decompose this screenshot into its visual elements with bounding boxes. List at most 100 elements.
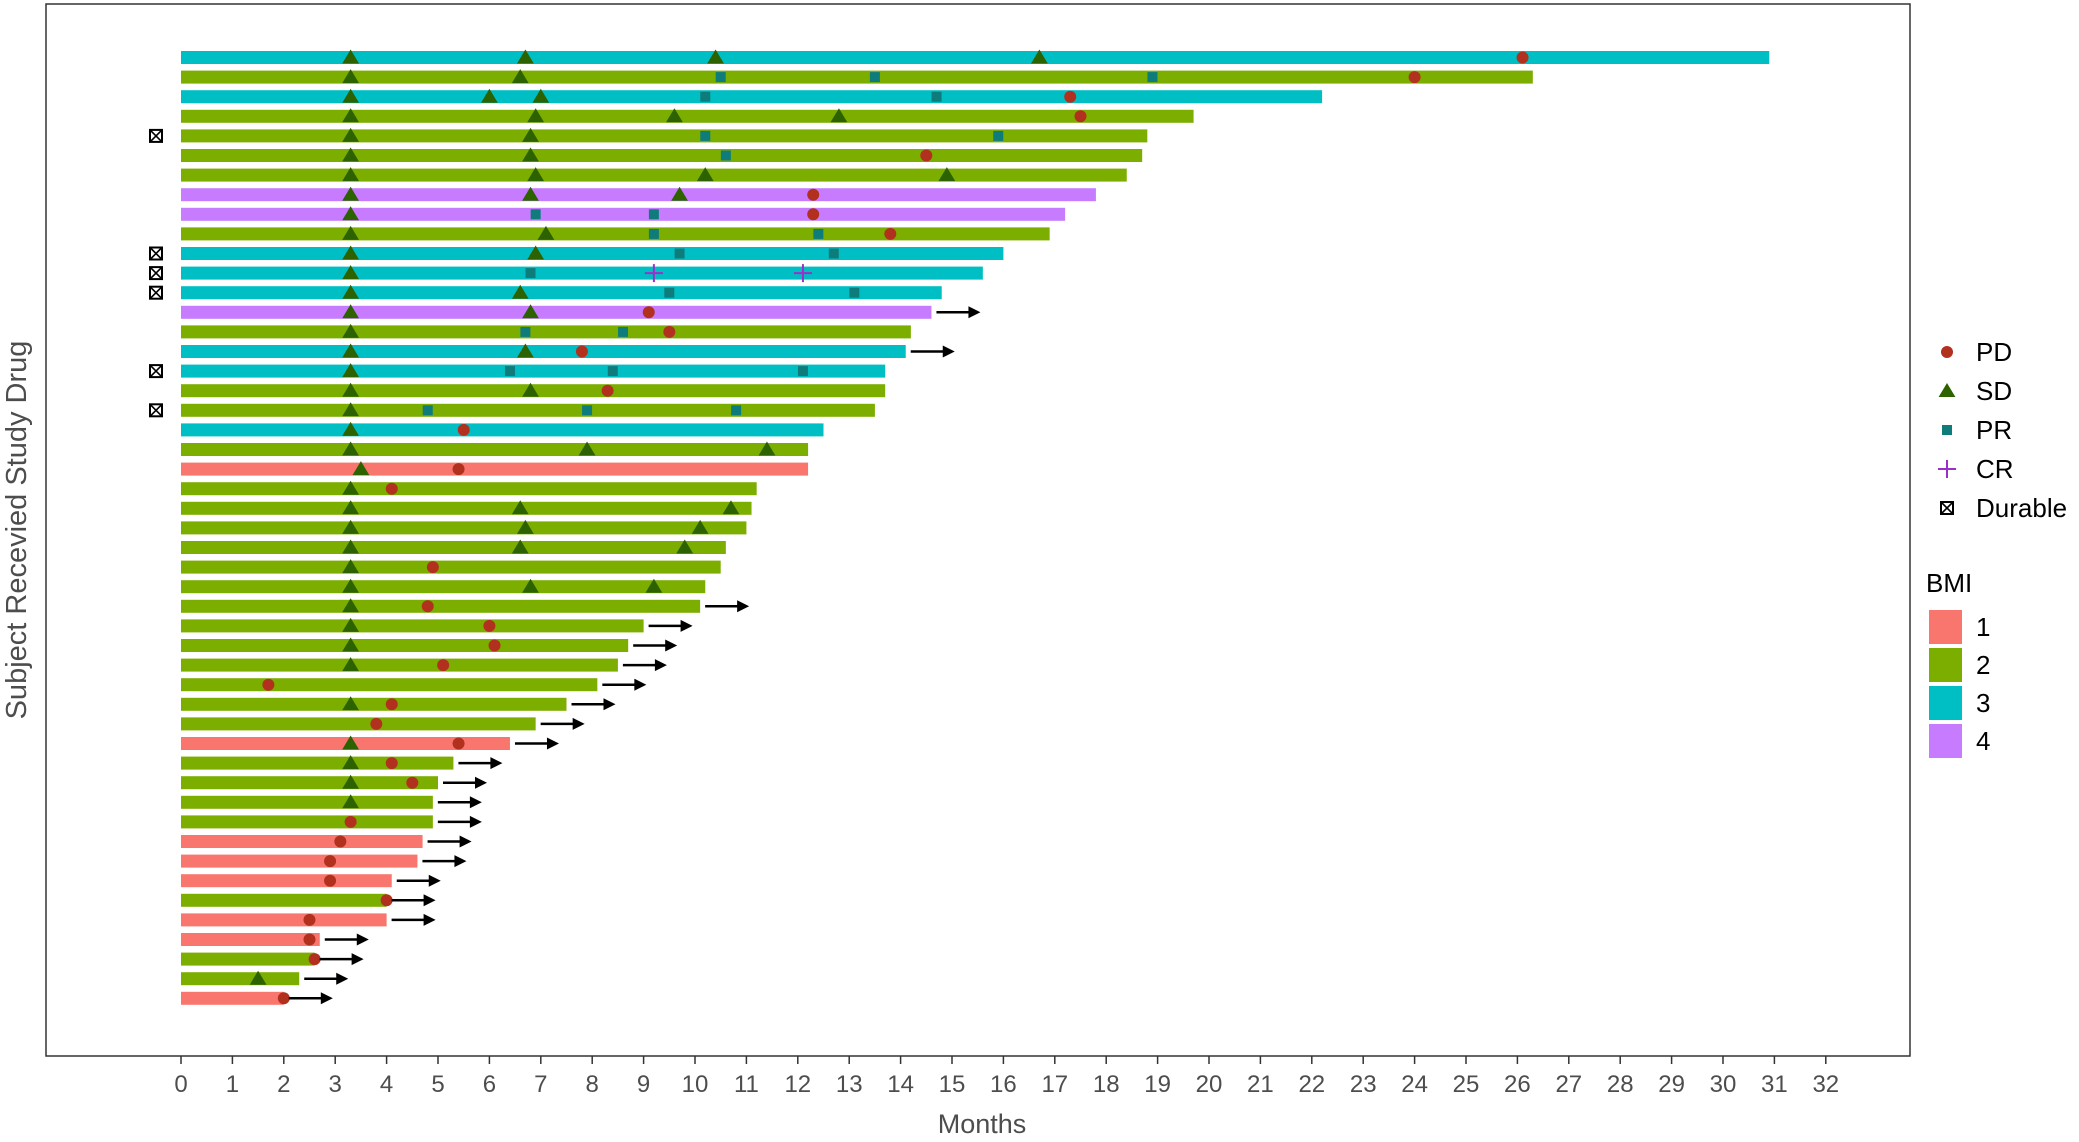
- cr-marker: [644, 264, 663, 283]
- sd-marker: [522, 578, 539, 593]
- pd-marker: [488, 639, 501, 652]
- subject-bar: [181, 541, 726, 554]
- durable-marker: [149, 246, 163, 261]
- ongoing-arrow-head: [942, 345, 955, 358]
- ongoing-arrow-head: [423, 913, 436, 926]
- sd-marker: [342, 402, 360, 417]
- sd-marker: [342, 500, 360, 515]
- sd-marker: [342, 441, 360, 456]
- sd-marker: [342, 304, 360, 319]
- sd-marker: [516, 519, 534, 534]
- markers-layer: [149, 49, 1529, 1005]
- bmi-legend-label: 3: [1976, 688, 1990, 718]
- bars-layer: [181, 51, 1770, 1005]
- pr-legend-icon: [1942, 425, 1952, 435]
- ongoing-arrow-head: [968, 306, 981, 319]
- subject-bar: [181, 678, 598, 692]
- subject-bar: [181, 345, 906, 358]
- cr-legend-icon: [1938, 460, 1956, 478]
- pd-marker: [262, 678, 275, 691]
- x-tick-label: 1: [226, 1071, 239, 1098]
- x-tick-label: 6: [483, 1071, 496, 1098]
- y-axis-title: Subject Recevied Study Drug: [1, 341, 33, 720]
- x-tick-label: 18: [1093, 1071, 1120, 1098]
- sd-marker: [707, 49, 724, 64]
- subject-bar: [181, 462, 809, 476]
- subject-bar: [181, 51, 1770, 64]
- pd-marker: [452, 463, 465, 476]
- x-tick-label: 5: [431, 1071, 444, 1098]
- x-axis: 0 1 2 3 4 5 6 7 8 9 10 11 12 13 14 15 16 17 18 19 20 21 22 23 24…: [174, 1056, 1839, 1098]
- pd-marker: [324, 874, 337, 887]
- sd-marker: [516, 343, 534, 358]
- bmi-legend-label: 2: [1976, 650, 1990, 680]
- durable-legend-icon: [1940, 501, 1954, 515]
- pd-marker: [452, 737, 465, 750]
- sd-marker: [342, 774, 360, 789]
- subject-bar: [181, 266, 983, 280]
- ongoing-arrow-head: [572, 717, 585, 730]
- ongoing-arrow-head: [665, 639, 678, 652]
- pd-marker: [1074, 110, 1087, 123]
- x-tick-label: 27: [1555, 1071, 1582, 1098]
- subject-bar: [181, 697, 567, 711]
- pd-marker: [406, 776, 419, 789]
- x-tick-label: 14: [887, 1071, 914, 1098]
- pd-marker: [642, 306, 655, 319]
- pd-legend-icon: [1941, 346, 1953, 358]
- subject-bar: [181, 835, 423, 848]
- subject-bar: [181, 619, 644, 633]
- pd-marker: [575, 345, 588, 358]
- sd-marker: [342, 69, 360, 84]
- x-tick-label: 17: [1041, 1071, 1068, 1098]
- sd-marker: [1030, 49, 1048, 64]
- sd-marker: [342, 127, 360, 142]
- sd-marker: [342, 363, 360, 378]
- ongoing-arrow-head: [737, 600, 750, 613]
- pr-marker: [720, 150, 731, 161]
- pd-marker: [303, 933, 316, 946]
- x-tick-label: 9: [637, 1071, 650, 1098]
- sd-marker: [527, 167, 545, 182]
- sd-marker: [342, 147, 360, 162]
- pr-marker: [715, 72, 726, 83]
- pd-marker: [385, 698, 398, 711]
- subject-bar: [181, 560, 721, 574]
- subject-bar: [181, 972, 300, 986]
- pd-marker: [308, 953, 321, 966]
- subject-bar: [181, 913, 387, 927]
- sd-marker: [532, 88, 550, 103]
- subject-bar: [181, 521, 747, 535]
- sd-marker: [671, 186, 688, 201]
- pr-marker: [797, 366, 808, 377]
- sd-marker: [249, 970, 267, 985]
- subject-bar: [181, 305, 932, 319]
- pd-marker: [380, 894, 393, 907]
- panel-border: [45, 3, 1911, 1057]
- x-tick-label: 23: [1350, 1071, 1377, 1098]
- subject-bar: [181, 501, 752, 515]
- x-tick-label: 25: [1453, 1071, 1480, 1098]
- subject-bar: [181, 364, 886, 378]
- durable-marker: [149, 128, 163, 143]
- x-tick-label: 28: [1607, 1071, 1634, 1098]
- sd-marker: [342, 578, 360, 593]
- sd-marker: [522, 186, 539, 201]
- marker-legend-label: PR: [1976, 415, 2012, 445]
- sd-marker: [481, 88, 498, 103]
- sd-marker: [676, 539, 694, 554]
- sd-marker: [342, 382, 360, 397]
- ongoing-arrow-head: [469, 796, 482, 809]
- durable-cross: [149, 364, 163, 378]
- subject-bar: [181, 482, 757, 496]
- ongoing-arrow-head: [459, 835, 472, 848]
- subject-bar: [181, 639, 629, 652]
- ongoing-arrow-head: [603, 698, 616, 711]
- sd-legend-icon: [1938, 383, 1956, 397]
- pr-marker: [648, 209, 659, 220]
- subject-bar: [181, 109, 1194, 123]
- pd-marker: [277, 992, 290, 1005]
- ongoing-arrow-head: [546, 737, 559, 750]
- pr-marker: [849, 287, 860, 298]
- pd-marker: [344, 815, 357, 828]
